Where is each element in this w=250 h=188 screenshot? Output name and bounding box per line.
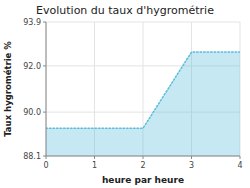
x-tick-label: 2: [140, 161, 145, 170]
y-tick: [43, 65, 46, 66]
area-line: [46, 52, 240, 128]
chart-title: Evolution du taux d'hygrométrie: [36, 4, 214, 17]
x-tick: [143, 156, 144, 159]
plot-area: [46, 52, 240, 156]
x-tick-label: 4: [237, 161, 242, 170]
grid: [46, 22, 240, 156]
x-tick-label: 1: [92, 161, 97, 170]
x-grid-line: [46, 22, 47, 156]
area-fill: [46, 52, 240, 156]
y-tick-label: 92.0: [23, 62, 41, 71]
x-tick: [240, 156, 241, 159]
y-tick-label: 90.0: [23, 108, 41, 117]
y-tick: [43, 22, 46, 23]
axes: 0 1 2 3 4 88.1 90.0 92.0 93.9: [23, 18, 242, 170]
y-tick-label: 93.9: [23, 18, 41, 27]
x-tick: [94, 156, 95, 159]
x-axis-label: heure par heure: [102, 175, 184, 185]
chart: 0 1 2 3 4 88.1 90.0 92.0 93.9 heure par heure Taux…: [0, 0, 250, 188]
y-axis-label: Taux hygrométrie %: [3, 41, 13, 137]
y-axis-line: [46, 22, 47, 156]
x-tick-label: 0: [43, 161, 48, 170]
y-tick: [43, 156, 46, 157]
x-tick-label: 3: [189, 161, 194, 170]
y-tick-label: 88.1: [23, 152, 41, 161]
y-tick: [43, 112, 46, 113]
x-tick: [191, 156, 192, 159]
